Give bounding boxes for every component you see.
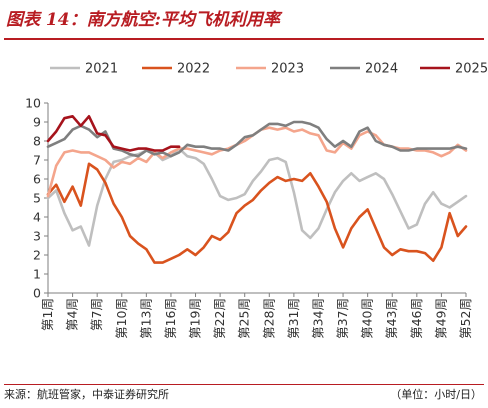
y-tick-label: 2 [33, 248, 41, 263]
title-rule [4, 38, 484, 40]
source-note: 来源：航班管家，中泰证券研究所 [4, 388, 169, 401]
series-line-2025 [46, 115, 181, 152]
x-tick-label: 第4周 [65, 298, 80, 331]
y-tick-label: 7 [33, 153, 41, 168]
x-tick-label: 第10周 [114, 298, 129, 339]
x-tick-label: 第31周 [286, 298, 301, 339]
x-tick-label: 第28周 [261, 298, 276, 339]
x-tick-label: 第40周 [360, 298, 375, 339]
source-rule [4, 384, 484, 385]
y-tick-label: 9 [33, 115, 41, 130]
x-tick-label: 第7周 [89, 298, 104, 331]
x-tick-label: 第1周 [40, 298, 55, 331]
plot-lines [46, 115, 468, 264]
x-tick-label: 第37周 [335, 298, 350, 339]
series-line-2024 [46, 120, 468, 158]
y-axis: 0 1 2 3 4 5 6 7 8 9 10 [25, 96, 49, 301]
legend-label-2025: 2025 [455, 62, 488, 77]
x-tick-label: 第19周 [188, 298, 203, 339]
y-tick-label: 3 [33, 229, 41, 244]
legend-label-2021: 2021 [85, 62, 118, 77]
x-tick-label: 第13周 [138, 298, 153, 339]
series-line-2021 [46, 147, 468, 247]
unit-note: （单位：小时/日） [390, 388, 482, 401]
y-tick-label: 0 [33, 286, 41, 301]
x-tick-label: 第46周 [409, 298, 424, 339]
y-tick-label: 1 [33, 267, 41, 282]
x-tick-label: 第49周 [433, 298, 448, 339]
line-chart: 2021 2022 2023 2024 2025 0 1 2 3 4 5 6 7 8 9 10 第1周 第4周… [25, 62, 488, 339]
x-tick-label: 第22周 [212, 298, 227, 339]
x-tick-label: 第43周 [384, 298, 399, 339]
y-tick-label: 6 [33, 172, 41, 187]
series-line-2022 [46, 162, 468, 264]
legend-label-2024: 2024 [365, 62, 398, 77]
series-line-2023 [46, 126, 468, 198]
x-tick-label: 第25周 [237, 298, 252, 339]
legend-label-2022: 2022 [177, 62, 210, 77]
legend-label-2023: 2023 [271, 62, 304, 77]
y-tick-label: 10 [25, 96, 41, 111]
x-tick-label: 第16周 [163, 298, 178, 339]
figure-title: 图表 14：南方航空:平均飞机利用率 [6, 10, 280, 30]
x-axis: 第1周 第4周 第7周 第10周 第13周 第16周 第19周 第22周 第25周 第28周 第31… [40, 292, 473, 339]
y-tick-label: 8 [33, 134, 41, 149]
x-tick-label: 第52周 [458, 298, 473, 339]
y-tick-label: 4 [33, 210, 41, 225]
y-tick-label: 5 [33, 191, 41, 206]
legend: 2021 2022 2023 2024 2025 [50, 62, 488, 77]
x-tick-label: 第34周 [310, 298, 325, 339]
